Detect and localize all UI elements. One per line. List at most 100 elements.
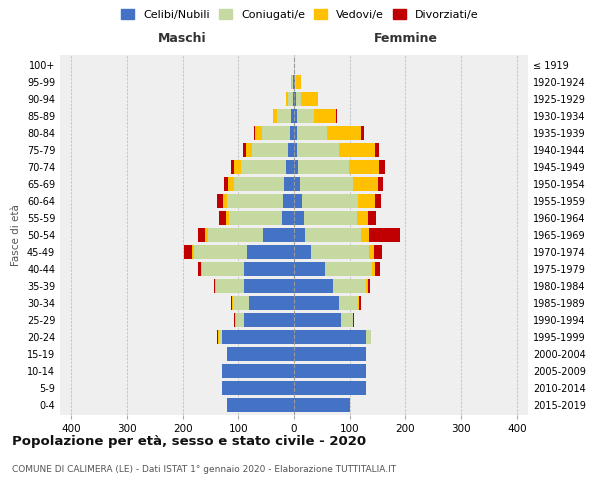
Bar [227, 398, 294, 412]
Text: Femmine: Femmine [373, 32, 437, 45]
Bar [294, 194, 358, 208]
Bar [217, 194, 294, 208]
Bar [228, 177, 294, 191]
Bar [286, 92, 294, 106]
Bar [294, 398, 350, 412]
Bar [227, 398, 294, 412]
Bar [294, 364, 367, 378]
Bar [289, 92, 294, 106]
Bar [244, 313, 294, 327]
Bar [214, 279, 294, 293]
Bar [250, 296, 294, 310]
Bar [294, 313, 341, 327]
Bar [273, 109, 294, 123]
Bar [245, 143, 294, 157]
Bar [231, 160, 294, 174]
Bar [227, 347, 294, 361]
Bar [294, 398, 350, 412]
Bar [235, 160, 294, 174]
Bar [234, 177, 294, 191]
Text: Popolazione per età, sesso e stato civile - 2020: Popolazione per età, sesso e stato civil… [12, 435, 366, 448]
Bar [294, 279, 333, 293]
Text: COMUNE DI CALIMERA (LE) - Dati ISTAT 1° gennaio 2020 - Elaborazione TUTTITALIA.I: COMUNE DI CALIMERA (LE) - Dati ISTAT 1° … [12, 465, 396, 474]
Bar [294, 109, 297, 123]
Bar [286, 160, 294, 174]
Bar [294, 381, 367, 395]
Bar [294, 109, 314, 123]
Bar [294, 330, 371, 344]
Bar [284, 177, 294, 191]
Bar [221, 330, 294, 344]
Bar [294, 92, 296, 106]
Bar [294, 109, 336, 123]
Bar [201, 262, 294, 276]
Bar [198, 262, 294, 276]
Bar [241, 160, 294, 174]
Bar [294, 245, 374, 259]
Bar [294, 92, 301, 106]
Bar [220, 211, 294, 225]
Bar [294, 347, 367, 361]
Bar [294, 262, 372, 276]
Bar [294, 245, 382, 259]
Bar [216, 279, 294, 293]
Bar [294, 177, 383, 191]
Bar [221, 381, 294, 395]
Bar [221, 364, 294, 378]
Bar [294, 296, 338, 310]
Bar [235, 313, 294, 327]
Bar [294, 160, 298, 174]
Bar [221, 381, 294, 395]
Bar [294, 211, 368, 225]
Bar [294, 143, 297, 157]
Bar [294, 364, 367, 378]
Bar [294, 228, 369, 242]
Bar [227, 398, 294, 412]
Bar [294, 177, 299, 191]
Bar [290, 126, 294, 140]
Bar [294, 194, 375, 208]
Bar [252, 143, 294, 157]
Bar [294, 126, 361, 140]
Bar [277, 109, 294, 123]
Bar [223, 194, 294, 208]
Bar [231, 296, 294, 310]
Bar [205, 228, 294, 242]
Bar [294, 381, 367, 395]
Bar [294, 177, 353, 191]
Bar [227, 347, 294, 361]
Bar [221, 381, 294, 395]
Bar [294, 143, 338, 157]
Bar [184, 245, 294, 259]
Bar [273, 109, 294, 123]
Bar [244, 143, 294, 157]
Bar [235, 313, 294, 327]
Bar [294, 177, 377, 191]
Bar [227, 347, 294, 361]
Bar [294, 211, 357, 225]
Bar [221, 381, 294, 395]
Bar [294, 262, 325, 276]
Bar [294, 211, 304, 225]
Bar [233, 296, 294, 310]
Bar [293, 92, 294, 106]
Bar [294, 381, 367, 395]
Bar [294, 160, 385, 174]
Bar [227, 398, 294, 412]
Bar [291, 75, 294, 89]
Bar [294, 262, 380, 276]
Bar [294, 330, 371, 344]
Bar [194, 245, 294, 259]
Bar [229, 211, 294, 225]
Bar [235, 313, 294, 327]
Bar [283, 194, 294, 208]
Bar [263, 228, 294, 242]
Bar [294, 398, 350, 412]
Bar [294, 279, 367, 293]
Bar [202, 262, 294, 276]
Bar [294, 262, 375, 276]
Bar [294, 109, 337, 123]
Bar [262, 126, 294, 140]
Bar [291, 109, 294, 123]
Bar [286, 92, 294, 106]
